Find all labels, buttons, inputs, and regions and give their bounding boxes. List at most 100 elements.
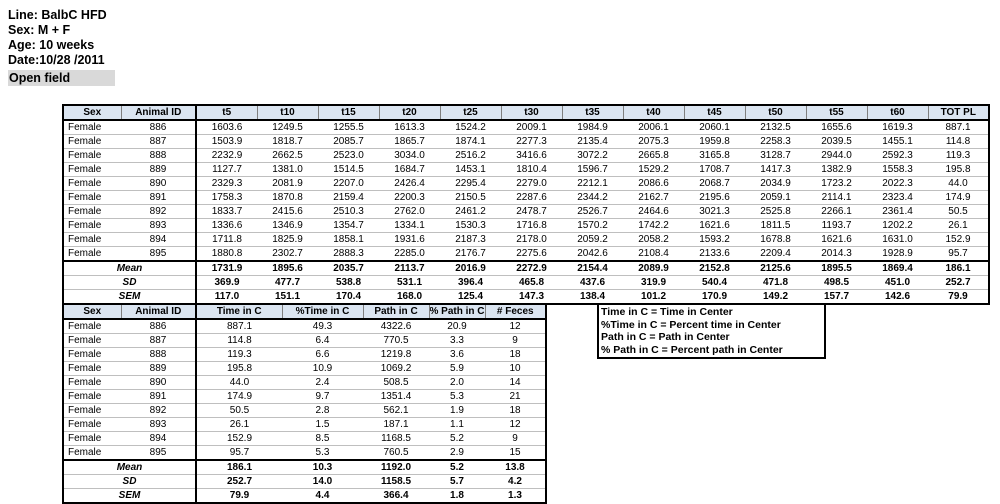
- value-cell: 2212.1: [562, 176, 623, 191]
- value-cell: 195.8: [196, 361, 282, 376]
- value-cell: 1810.4: [501, 162, 562, 177]
- value-cell: 1758.3: [196, 190, 257, 205]
- value-cell: 1069.2: [363, 361, 429, 376]
- stat-value-cell: 4.4: [282, 488, 363, 503]
- animal-row: Female 886 887.1 49.3 4322.6 20.9 12: [63, 319, 546, 334]
- stat-value-cell: 2272.9: [501, 260, 562, 276]
- animal-id-cell: 893: [121, 417, 197, 432]
- value-cell: 49.3: [312, 321, 333, 332]
- value-cell: 2200.3: [379, 190, 440, 205]
- value-cell: 1596.7: [562, 162, 623, 177]
- col-header-t5: t5: [196, 105, 257, 121]
- animal-id-cell: 888: [121, 148, 197, 163]
- value-cell: 10.9: [282, 361, 363, 376]
- value-cell: 1870.8: [257, 190, 318, 205]
- stat-value-cell: 168.0: [379, 289, 440, 304]
- stat-label: SD: [63, 474, 197, 489]
- stat-value-cell: 186.1: [196, 459, 282, 475]
- animal-row: Female 895 1880.8 2302.7 2888.3 2285.0 2176.7 2…: [63, 246, 989, 261]
- col-header-path-in-c: Path in C: [362, 304, 429, 320]
- value-cell: 1880.8: [196, 246, 257, 261]
- value-cell: 9: [485, 431, 546, 446]
- value-cell: 1723.2: [806, 176, 867, 191]
- stat-value-cell: 2125.6: [745, 260, 806, 276]
- header-row: Sex Animal ID Time in C %Time in C Path in C…: [63, 304, 546, 320]
- value-cell: 2.4: [282, 375, 363, 390]
- animal-row: Female 895 95.7 5.3 760.5 2.9 15: [63, 445, 546, 460]
- value-cell: 119.3: [196, 347, 282, 362]
- stat-value-cell: 10.3: [282, 459, 363, 475]
- animal-row: Female 888 119.3 6.6 1219.8 3.6 18: [63, 347, 546, 362]
- value-cell: 2662.5: [257, 148, 318, 163]
- value-cell: 2.0: [429, 375, 485, 390]
- value-cell: 2526.7: [562, 204, 623, 219]
- stat-row-mean: Mean 1731.9 1895.6 2035.7 2113.7 2016.9 2272.9…: [63, 260, 989, 276]
- stat-value-cell: 4.2: [485, 474, 546, 489]
- stat-value-cell: 170.4: [318, 289, 379, 304]
- value-cell: 770.5: [363, 333, 429, 348]
- value-cell: 12: [509, 321, 521, 332]
- info-line-age: Age: 10 weeks: [8, 38, 95, 52]
- value-cell: 2042.6: [562, 246, 623, 261]
- stat-value-cell: 138.4: [562, 289, 623, 304]
- value-cell: 3416.6: [501, 148, 562, 163]
- sex-cell: Female: [63, 246, 121, 261]
- animal-id-cell: 890: [121, 176, 197, 191]
- stat-row-sd: SD 252.7 14.0 1158.5 5.7 4.2: [63, 474, 546, 489]
- stat-value-cell: 5.7: [429, 474, 485, 489]
- value-cell: 1825.9: [257, 232, 318, 247]
- value-cell: 50.5: [928, 204, 989, 219]
- value-cell: 2207.0: [318, 176, 379, 191]
- value-cell: 2176.7: [440, 246, 501, 261]
- value-cell: 2159.4: [318, 190, 379, 205]
- sex-cell: Female: [63, 134, 121, 149]
- stat-label: Mean: [63, 260, 197, 276]
- value-cell: 2195.6: [684, 190, 745, 205]
- value-cell: 1631.0: [867, 232, 928, 247]
- animal-id-cell: 891: [121, 389, 197, 404]
- value-cell: 2059.2: [562, 232, 623, 247]
- value-cell: 2516.2: [440, 148, 501, 163]
- value-cell: 1381.0: [257, 162, 318, 177]
- value-cell: 1.9: [429, 403, 485, 418]
- value-cell: 2665.8: [623, 148, 684, 163]
- value-cell: 3.6: [429, 347, 485, 362]
- legend-box: Time in C = Time in Center %Time in C = …: [597, 303, 826, 359]
- value-cell: 1351.4: [363, 389, 429, 404]
- stat-value-cell: 1895.6: [257, 260, 318, 276]
- value-cell: 3034.0: [379, 148, 440, 163]
- value-cell: 508.5: [363, 375, 429, 390]
- value-cell: 5.3: [429, 389, 485, 404]
- value-cell: 2060.1: [699, 122, 730, 133]
- sex-cell: Female: [63, 347, 121, 362]
- stat-value-cell: 151.1: [257, 289, 318, 304]
- header-row: Sex Animal ID t5 t10 t15 t20 t25 t30 t35 t40 t45 t5…: [63, 105, 989, 121]
- animal-id-cell: 895: [121, 246, 197, 261]
- value-cell: 1858.1: [318, 232, 379, 247]
- value-cell: 2162.7: [623, 190, 684, 205]
- stat-value-cell: 319.9: [623, 275, 684, 290]
- value-cell: 174.9: [196, 389, 282, 404]
- value-cell: 2058.2: [623, 232, 684, 247]
- value-cell: 1530.3: [440, 218, 501, 233]
- stat-value-cell: 186.1: [928, 260, 989, 276]
- sex-cell: Female: [68, 122, 102, 133]
- animal-row: Female 890 2329.3 2081.9 2207.0 2426.4 2295.4 2…: [63, 176, 989, 191]
- stat-value-cell: 1192.0: [363, 459, 429, 475]
- value-cell: 1711.8: [196, 232, 257, 247]
- sex-cell: Female: [63, 190, 121, 205]
- sex-cell: Female: [63, 445, 121, 460]
- value-cell: 1708.7: [684, 162, 745, 177]
- value-cell: 152.9: [928, 232, 989, 247]
- value-cell: 1193.7: [806, 218, 867, 233]
- value-cell: 1603.6: [211, 122, 243, 133]
- animal-row: Female 887 114.8 6.4 770.5 3.3 9: [63, 333, 546, 348]
- value-cell: 20.9: [447, 321, 467, 332]
- value-cell: 2461.2: [440, 204, 501, 219]
- stat-value-cell: 1731.9: [196, 260, 257, 276]
- value-cell: 10: [485, 361, 546, 376]
- value-cell: 2232.9: [196, 148, 257, 163]
- value-cell: 2009.1: [516, 122, 547, 133]
- stat-value-cell: 1.8: [429, 488, 485, 503]
- value-cell: 1255.5: [333, 122, 364, 133]
